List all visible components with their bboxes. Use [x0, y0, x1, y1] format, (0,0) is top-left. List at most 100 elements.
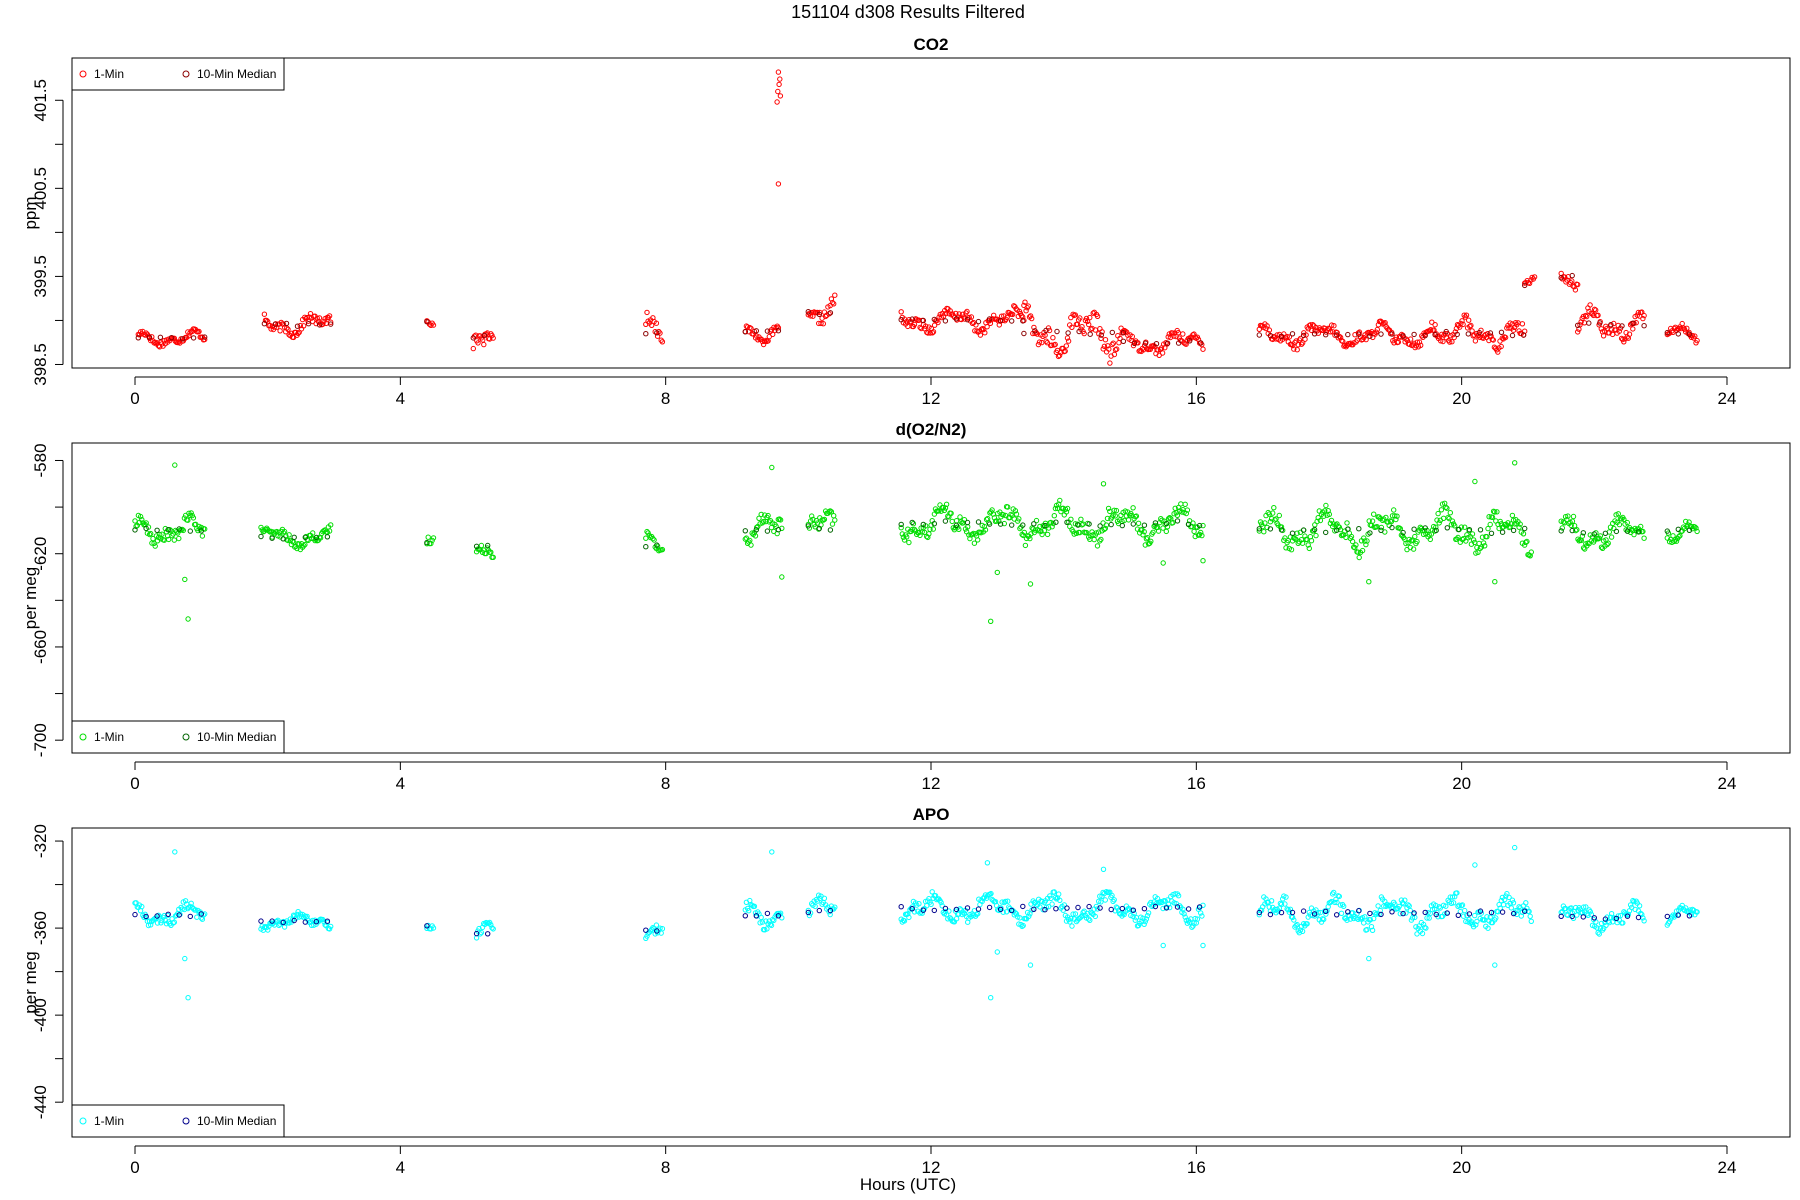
- data-point-1min: [476, 925, 482, 932]
- data-point-1min: [826, 311, 832, 317]
- data-point-median: [291, 534, 297, 540]
- data-point-1min: [1037, 523, 1043, 530]
- data-point-1min: [766, 519, 772, 525]
- data-point-1min: [1068, 516, 1074, 522]
- data-point-1min: [326, 926, 333, 932]
- data-point-1min: [943, 501, 950, 507]
- data-point-1min: [1056, 891, 1062, 897]
- data-point-median: [1558, 275, 1564, 281]
- x-tick-label: 16: [1187, 774, 1206, 793]
- data-point-1min: [1374, 326, 1381, 333]
- data-point-1min: [1111, 897, 1117, 903]
- data-point-1min: [181, 906, 188, 913]
- x-tick-label: 20: [1452, 1158, 1471, 1177]
- data-point-1min: [1012, 910, 1019, 916]
- data-point-1min: [1052, 341, 1058, 348]
- data-point-median: [261, 321, 268, 327]
- data-point-1min: [1049, 342, 1055, 348]
- data-point-median: [643, 331, 649, 337]
- data-point-1min: [1438, 507, 1445, 513]
- data-point-1min: [1271, 505, 1277, 511]
- data-point-median: [1174, 904, 1181, 910]
- data-point-median: [1334, 912, 1340, 918]
- data-point-1min: [1149, 343, 1156, 349]
- data-point-median: [643, 544, 649, 550]
- y-tick-label: -660: [31, 630, 50, 664]
- data-point-median: [1499, 909, 1506, 915]
- data-point-1min: [1117, 335, 1123, 342]
- data-point-1min: [999, 899, 1005, 905]
- data-point-median: [1196, 522, 1203, 529]
- data-point-1min: [901, 918, 908, 924]
- data-point-1min: [769, 464, 775, 471]
- data-point-1min: [777, 93, 784, 99]
- data-point-1min: [1638, 523, 1644, 530]
- data-point-1min: [1523, 900, 1529, 906]
- data-point-median: [1389, 524, 1395, 531]
- data-point-median: [1278, 527, 1285, 533]
- data-point-median: [975, 519, 982, 525]
- data-point-1min: [1641, 535, 1647, 541]
- data-point-median: [1675, 331, 1682, 337]
- data-point-median: [1635, 529, 1642, 535]
- data-point-1min: [1327, 329, 1334, 335]
- data-point-median: [1311, 911, 1318, 917]
- data-point-median: [920, 317, 926, 324]
- data-point-1min: [657, 925, 663, 931]
- data-point-1min: [777, 76, 783, 82]
- data-point-1min: [1678, 325, 1684, 332]
- data-point-1min: [1308, 538, 1315, 544]
- data-point-1min: [810, 516, 816, 523]
- data-point-1min: [829, 299, 836, 306]
- data-point-median: [280, 536, 286, 542]
- data-point-median: [1476, 329, 1483, 336]
- data-point-1min: [1072, 521, 1079, 527]
- data-point-1min: [428, 926, 434, 932]
- data-point-1min: [822, 313, 829, 320]
- data-point-1min: [911, 321, 918, 328]
- data-point-median: [143, 525, 149, 532]
- data-point-1min: [1337, 902, 1344, 908]
- data-point-median: [1569, 272, 1575, 279]
- data-point-1min: [1070, 911, 1076, 917]
- x-tick-label: 8: [661, 774, 670, 793]
- data-point-1min: [430, 925, 437, 931]
- data-point-median: [179, 336, 186, 342]
- data-point-1min: [1178, 501, 1184, 507]
- data-point-1min: [1050, 520, 1056, 527]
- data-point-1min: [957, 906, 963, 912]
- data-point-1min: [777, 517, 784, 523]
- data-point-1min: [925, 534, 931, 541]
- data-point-median: [1064, 905, 1070, 911]
- median-points: [132, 903, 1693, 937]
- data-point-1min: [981, 523, 988, 530]
- data-point-median: [1097, 905, 1103, 911]
- data-point-1min: [179, 526, 185, 533]
- data-point-1min: [1191, 528, 1197, 535]
- data-point-1min: [1017, 525, 1023, 532]
- data-point-1min: [923, 323, 929, 329]
- data-point-1min: [765, 512, 771, 519]
- data-point-1min: [1305, 542, 1311, 548]
- data-point-1min: [1283, 894, 1289, 900]
- data-point-median: [132, 527, 138, 533]
- data-point-1min: [1143, 916, 1150, 922]
- data-point-1min: [1377, 907, 1384, 914]
- data-point-1min: [172, 462, 178, 468]
- data-point-1min: [1583, 904, 1589, 910]
- data-point-1min: [1497, 905, 1503, 911]
- data-point-1min: [1630, 326, 1636, 332]
- data-point-1min: [760, 341, 767, 348]
- data-point-median: [1289, 331, 1296, 337]
- data-point-median: [1619, 323, 1625, 329]
- data-point-1min: [1595, 930, 1601, 936]
- data-point-1min: [1140, 532, 1146, 538]
- data-point-median: [975, 906, 982, 912]
- data-point-median: [1466, 911, 1473, 917]
- data-point-1min: [1026, 913, 1032, 919]
- data-point-1min: [974, 328, 980, 334]
- data-point-median: [1602, 530, 1609, 536]
- data-point-1min: [1438, 338, 1444, 344]
- data-point-median: [324, 918, 331, 924]
